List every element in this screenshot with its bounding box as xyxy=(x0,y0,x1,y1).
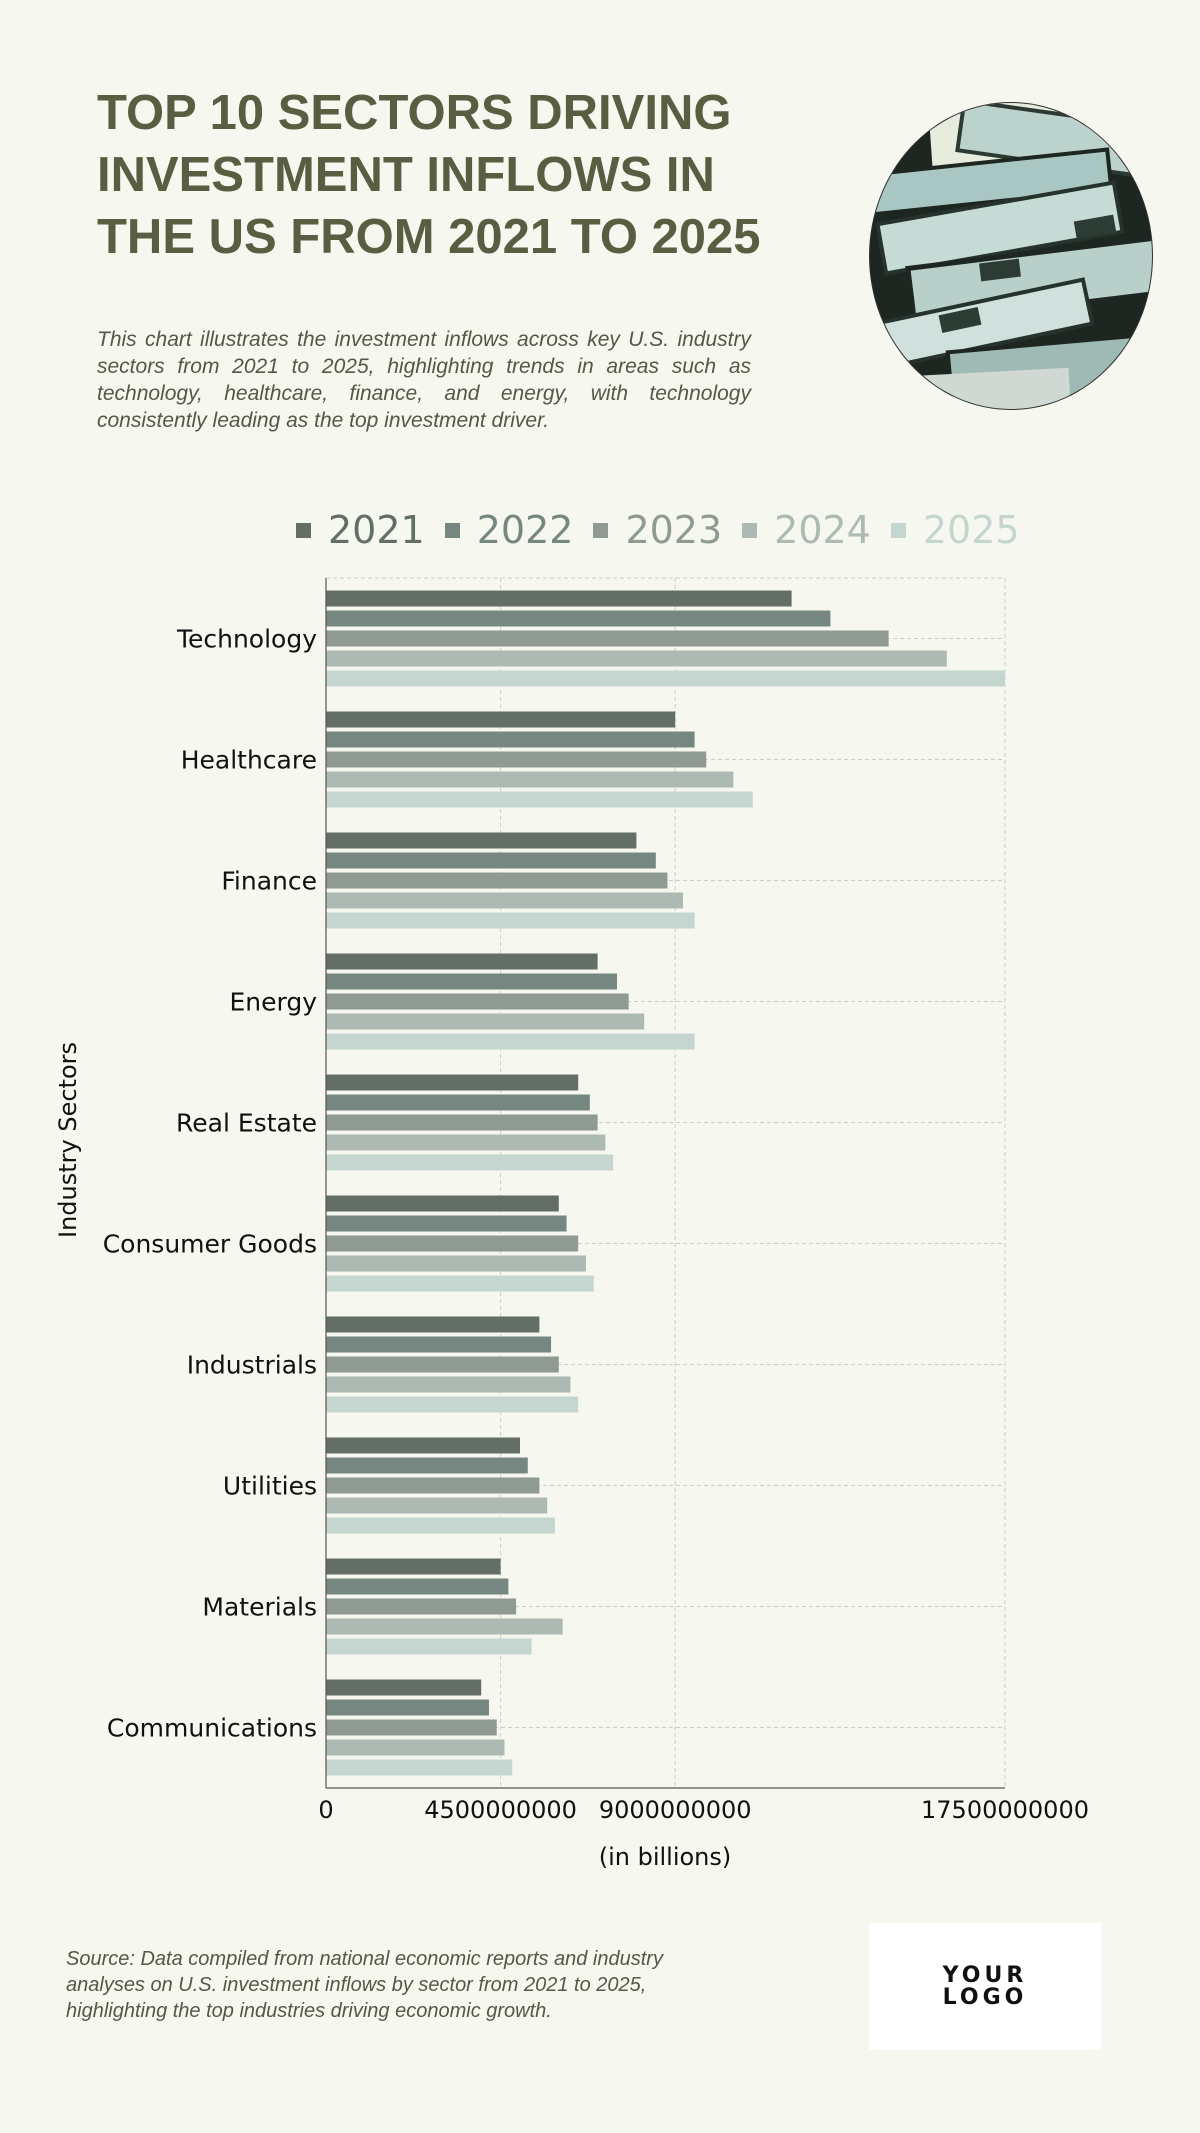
bar-2023 xyxy=(326,993,629,1010)
bar-2025 xyxy=(326,1396,579,1413)
bar-2021 xyxy=(326,590,792,607)
legend-swatch xyxy=(890,522,906,538)
money-bills-photo xyxy=(869,102,1153,410)
bar-2022 xyxy=(326,1336,552,1353)
legend-swatch xyxy=(742,522,758,538)
bar-2024 xyxy=(326,1013,645,1030)
legend-label: 2024 xyxy=(774,508,871,552)
bar-2023 xyxy=(326,630,889,647)
bar-2024 xyxy=(326,1255,586,1272)
bar-chart: Technology Healthcare Finance Energy Real Es… xyxy=(54,577,1089,1871)
bar-2023 xyxy=(326,1719,497,1736)
logo-line: YOUR xyxy=(942,1962,1028,1988)
bar-2022 xyxy=(326,610,831,627)
x-tick-label: 17500000000 xyxy=(921,1796,1089,1824)
bar-2024 xyxy=(326,650,947,667)
category-label: Finance xyxy=(221,867,317,896)
legend-label: 2021 xyxy=(328,508,425,552)
title-line: TOP 10 SECTORS DRIVING xyxy=(97,86,732,140)
bar-2021 xyxy=(326,1437,520,1454)
bar-2025 xyxy=(326,1759,513,1776)
category-label: Healthcare xyxy=(181,746,317,775)
legend-item-2022: 2022 xyxy=(444,508,574,552)
x-tick-label: 4500000000 xyxy=(424,1796,577,1824)
bar-2023 xyxy=(326,1477,540,1494)
legend-swatch xyxy=(593,522,609,538)
bar-2022 xyxy=(326,852,656,869)
bar-2024 xyxy=(326,1497,548,1514)
bar-2021 xyxy=(326,1679,482,1696)
bar-2023 xyxy=(326,1356,559,1373)
category-label: Consumer Goods xyxy=(103,1230,317,1259)
x-axis-label: (in billions) xyxy=(599,1843,732,1871)
source-note: Source: Data compiled from national econ… xyxy=(66,1948,663,2022)
category-label: Technology xyxy=(176,625,317,654)
bar-2023 xyxy=(326,872,668,889)
logo-line: LOGO xyxy=(942,1984,1028,2010)
title-line: THE US FROM 2021 TO 2025 xyxy=(97,210,761,264)
legend-swatch xyxy=(296,522,311,538)
legend-item-2023: 2023 xyxy=(593,508,722,552)
bar-2022 xyxy=(326,1215,567,1232)
bar-2025 xyxy=(326,1154,614,1171)
bar-2025 xyxy=(326,912,695,929)
bar-2022 xyxy=(326,973,617,990)
x-tick-label: 0 xyxy=(318,1796,333,1824)
bar-2021 xyxy=(326,1074,579,1091)
bar-2022 xyxy=(326,1699,489,1716)
legend-label: 2025 xyxy=(922,508,1020,552)
bar-2025 xyxy=(326,1638,532,1655)
category-label: Real Estate xyxy=(176,1109,317,1138)
bar-2025 xyxy=(326,1517,555,1534)
bar-2022 xyxy=(326,731,695,748)
legend-item-2024: 2024 xyxy=(742,508,871,552)
logo-placeholder: YOUR LOGO xyxy=(869,1923,1101,2050)
bar-2024 xyxy=(326,1376,571,1393)
chart-description: This chart illustrates the investment in… xyxy=(97,328,751,432)
x-tick-label: 9000000000 xyxy=(599,1796,752,1824)
category-label: Energy xyxy=(229,988,317,1017)
bar-2021 xyxy=(326,1558,501,1575)
page-title: TOP 10 SECTORS DRIVING INVESTMENT INFLOW… xyxy=(97,82,837,268)
bar-2023 xyxy=(326,1598,517,1615)
legend-label: 2023 xyxy=(625,508,723,552)
bar-2022 xyxy=(326,1457,528,1474)
chart-legend: 2021 2022 2023 2024 2025 xyxy=(296,500,1040,560)
bar-2025 xyxy=(326,1275,594,1292)
bar-2025 xyxy=(326,670,1005,687)
bar-2024 xyxy=(326,771,734,788)
bar-2021 xyxy=(326,1195,559,1212)
bar-2022 xyxy=(326,1094,590,1111)
bar-2024 xyxy=(326,1134,606,1151)
category-label: Utilities xyxy=(223,1472,317,1501)
bar-2021 xyxy=(326,953,598,970)
bar-2023 xyxy=(326,1235,579,1252)
bar-2021 xyxy=(326,711,676,728)
y-axis-label: Industry Sectors xyxy=(54,1042,82,1238)
bar-2022 xyxy=(326,1578,509,1595)
bar-2021 xyxy=(326,1316,540,1333)
category-label: Communications xyxy=(107,1714,317,1743)
category-label: Materials xyxy=(202,1593,317,1622)
money-photo-illustration xyxy=(870,103,1152,409)
logo-text: YOUR LOGO xyxy=(942,1962,1028,2010)
bar-2025 xyxy=(326,1033,695,1050)
bar-2024 xyxy=(326,892,683,909)
legend-swatch xyxy=(444,522,460,538)
bar-2023 xyxy=(326,1114,598,1131)
legend-item-2025: 2025 xyxy=(890,508,1020,552)
bar-2021 xyxy=(326,832,637,849)
legend-item-2021: 2021 xyxy=(296,508,425,552)
category-label: Industrials xyxy=(187,1351,317,1380)
bar-2023 xyxy=(326,751,707,768)
legend-label: 2022 xyxy=(476,508,574,552)
bar-2024 xyxy=(326,1739,505,1756)
title-line: INVESTMENT INFLOWS IN xyxy=(97,148,715,202)
bar-2024 xyxy=(326,1618,563,1635)
bar-2025 xyxy=(326,791,753,808)
